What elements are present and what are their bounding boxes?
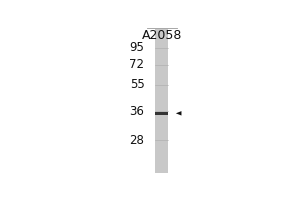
Polygon shape xyxy=(176,111,182,116)
Text: A2058: A2058 xyxy=(142,29,182,42)
Text: 55: 55 xyxy=(130,78,145,91)
Bar xyxy=(155,29,168,173)
Text: 72: 72 xyxy=(130,58,145,71)
Bar xyxy=(155,112,168,115)
Text: 28: 28 xyxy=(130,134,145,147)
Text: 36: 36 xyxy=(130,105,145,118)
Text: 95: 95 xyxy=(130,41,145,54)
